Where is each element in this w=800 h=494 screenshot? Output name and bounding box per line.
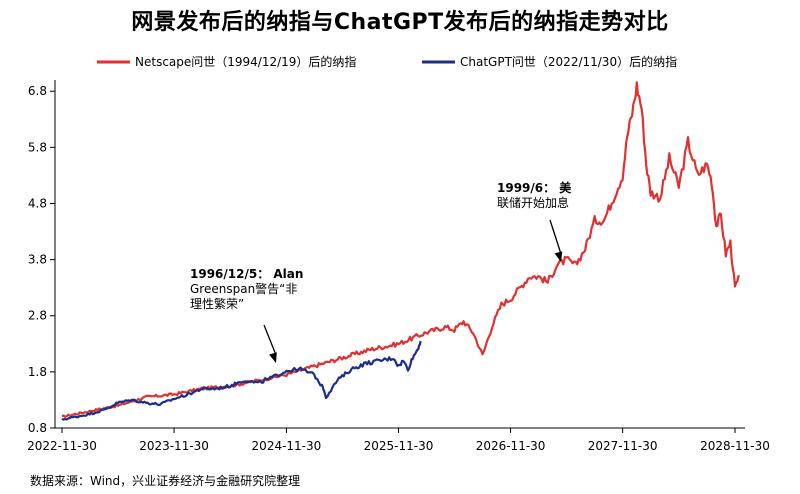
annotation-text: 联储开始加息 [497, 195, 569, 210]
y-tick-label: 1.8 [28, 365, 47, 379]
legend: Netscape问世（1994/12/19）后的纳指 ChatGPT问世（202… [97, 54, 677, 69]
source-note: 数据来源：Wind，兴业证券经济与金融研究院整理 [30, 474, 301, 488]
y-tick-label: 6.8 [28, 84, 47, 98]
axes: 0.8 1.8 2.8 3.8 4.8 5.8 6.8 2022-11-30 2023-11-3… [27, 80, 770, 453]
legend-label-netscape: Netscape问世（1994/12/19）后的纳指 [135, 54, 356, 69]
legend-label-chatgpt: ChatGPT问世（2022/11/30）后的纳指 [460, 54, 677, 69]
annotation-text: 理性繁荣” [190, 296, 244, 311]
annotation-arrow [263, 324, 277, 356]
x-tick-label: 2026-11-30 [476, 439, 546, 453]
x-tick-label: 2025-11-30 [364, 439, 434, 453]
y-tick-label: 3.8 [28, 253, 47, 267]
y-tick-label: 2.8 [28, 309, 47, 323]
annotation-text: 1996/12/5： Alan [190, 267, 303, 281]
x-tick-label: 2022-11-30 [27, 439, 97, 453]
annotation-arrowhead [269, 352, 277, 363]
annotation-text: 1999/6： 美 [497, 180, 572, 195]
y-tick-label: 4.8 [28, 196, 47, 210]
x-tick-label: 2024-11-30 [252, 439, 322, 453]
x-tick-label: 2023-11-30 [139, 439, 209, 453]
annotation-arrowhead [554, 251, 563, 262]
series-line-netscape [61, 81, 740, 419]
x-tick-label: 2027-11-30 [588, 439, 658, 453]
x-tick-label: 2028-11-30 [700, 439, 770, 453]
series-layer [61, 81, 740, 421]
series-line-chatgpt [61, 340, 422, 421]
y-tick-label: 5.8 [28, 140, 47, 154]
annotation-text: Greenspan警告“非 [190, 281, 297, 296]
annotation-arrow [549, 219, 562, 255]
chart-title: 网景发布后的纳指与ChatGPT发布后的纳指走势对比 [131, 10, 669, 35]
y-tick-label: 0.8 [28, 421, 47, 435]
